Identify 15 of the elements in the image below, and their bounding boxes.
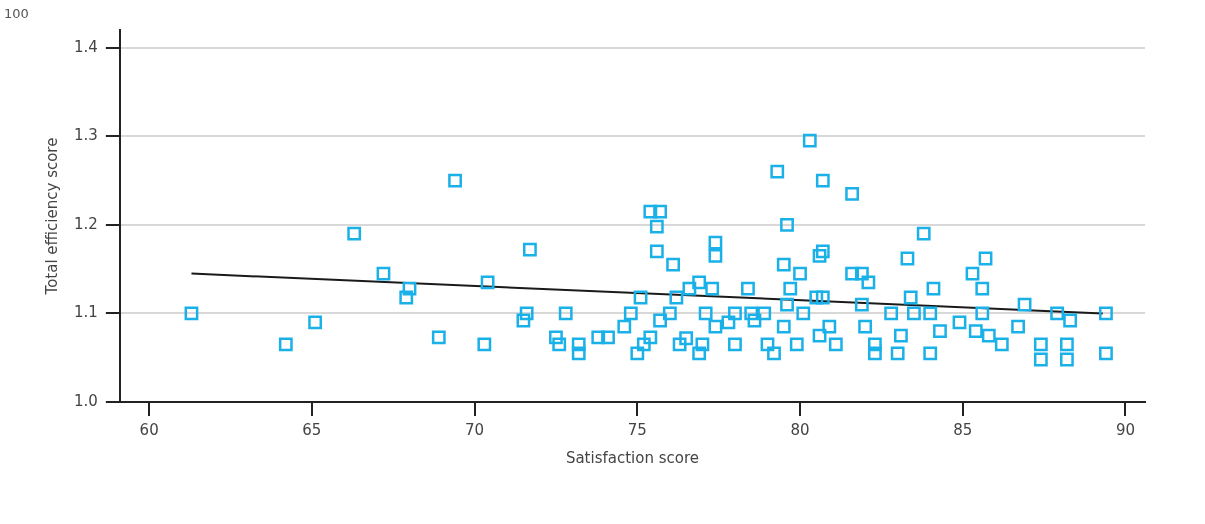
x-tick-label: 90 (1115, 420, 1136, 439)
x-tick-label: 65 (302, 420, 322, 439)
x-tick-label: 75 (627, 420, 647, 439)
x-tick-label: 80 (790, 420, 810, 439)
y-tick-label: 1.3 (74, 126, 98, 145)
y-tick-label: 1.4 (74, 37, 98, 56)
x-axis-title: Satisfaction score (565, 448, 699, 467)
x-tick-label: 85 (953, 420, 973, 439)
y-tick-label: 1.1 (74, 303, 98, 322)
x-tick-label: 70 (465, 420, 485, 439)
text: 100 (4, 6, 29, 21)
y-tick-label: 1.0 (74, 391, 98, 410)
x-tick-label: 60 (139, 420, 159, 439)
y-tick-label: 1.2 (74, 214, 98, 233)
y-axis-title: Total efficiency score (42, 137, 61, 296)
